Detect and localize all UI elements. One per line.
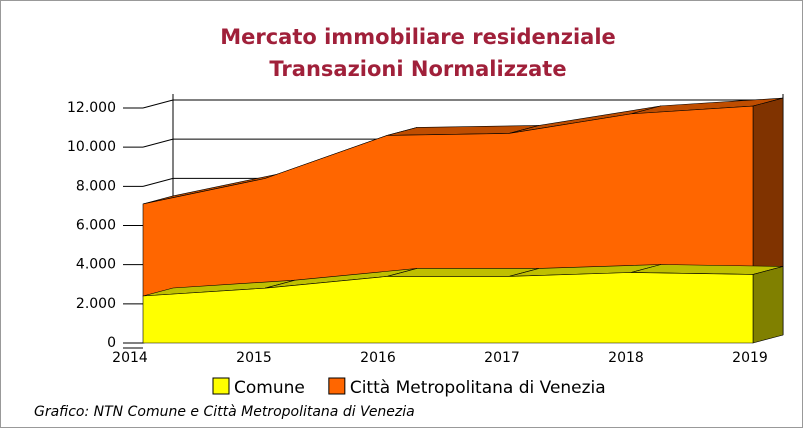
- y-tick-label: 0: [107, 335, 116, 351]
- chart-title: Mercato immobiliare residenziale: [220, 25, 616, 49]
- legend-label: Città Metropolitana di Venezia: [350, 378, 606, 398]
- y-tick-label: 2.000: [76, 296, 116, 312]
- x-tick-label: 2016: [360, 350, 396, 366]
- caption: Grafico: NTN Comune e Città Metropolitan…: [34, 404, 415, 420]
- legend-swatch: [328, 377, 346, 395]
- x-tick-label: 2017: [484, 350, 520, 366]
- tick-mark: [142, 99, 174, 109]
- x-tick-label: 2015: [236, 350, 272, 366]
- chart-subtitle: Transazioni Normalizzate: [269, 57, 566, 81]
- x-tick-label: 2014: [112, 350, 148, 366]
- y-tick-label: 12.000: [67, 100, 116, 116]
- x-tick-label: 2019: [732, 350, 768, 366]
- legend-swatch: [212, 377, 230, 395]
- area: [142, 272, 754, 344]
- tick-mark: [142, 138, 174, 148]
- tick-mark: [142, 177, 174, 187]
- y-tick-label: 10.000: [67, 139, 116, 155]
- legend-label: Comune: [234, 378, 305, 398]
- x-tick-label: 2018: [608, 350, 644, 366]
- area-side: [752, 97, 784, 275]
- y-tick-label: 6.000: [76, 218, 116, 234]
- area-side: [752, 266, 784, 344]
- y-tick-label: 8.000: [76, 178, 116, 194]
- y-tick-label: 4.000: [76, 257, 116, 273]
